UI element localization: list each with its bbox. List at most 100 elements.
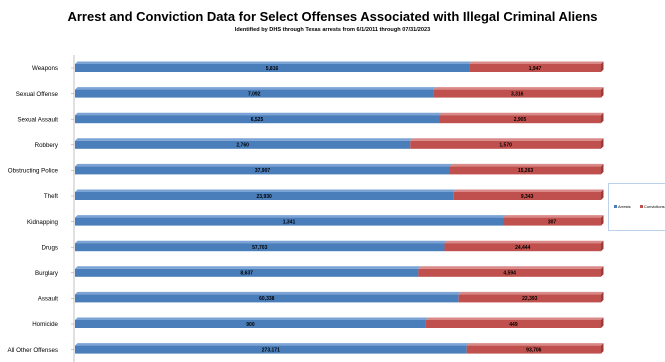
bar-convictions-top [503, 215, 604, 218]
bar-convictions [453, 192, 601, 200]
bar-convictions-side [601, 163, 604, 175]
data-label-convictions: 22,393 [522, 296, 538, 302]
bar-arrests-top [75, 291, 462, 295]
bar-arrests [75, 192, 454, 200]
category-label: Sexual Offense [16, 91, 59, 98]
bar-convictions [450, 166, 601, 175]
data-label-arrests: 2,760 [236, 143, 249, 149]
data-label-arrests: 5,816 [266, 66, 279, 72]
legend-swatch-convictions [640, 205, 643, 209]
bar-convictions-side [601, 291, 604, 303]
bar-convictions-top [425, 317, 604, 320]
bar-arrests-top [75, 189, 456, 192]
legend-item-convictions: Convictions [640, 204, 665, 209]
data-label-arrests: 7,092 [248, 91, 261, 97]
data-label-arrests: 60,338 [259, 296, 275, 302]
legend-item-arrests: Arrests [614, 204, 631, 209]
data-label-convictions: 24,444 [515, 245, 531, 251]
bar-arrests-top [75, 87, 436, 90]
bar-arrests [75, 166, 451, 175]
category-label: Theft [44, 193, 58, 200]
bar-convictions-top [438, 112, 604, 116]
bar-convictions-top [450, 163, 604, 167]
bar-convictions-side [601, 189, 604, 200]
bar-convictions [444, 243, 601, 252]
bar-arrests-top [75, 240, 447, 244]
bar-arrests-top [75, 266, 421, 269]
bar-convictions-side [601, 266, 604, 277]
category-label: All Other Offenses [8, 347, 58, 354]
bar-convictions [410, 140, 601, 149]
bar-convictions [425, 320, 601, 328]
data-label-arrests: 1,341 [283, 219, 296, 225]
data-label-arrests: 37,907 [255, 168, 271, 174]
bar-arrests [75, 243, 445, 252]
chart-subtitle: Identified by DHS through Texas arrests … [234, 27, 431, 33]
data-label-convictions: 4,594 [503, 271, 516, 277]
bar-convictions [433, 89, 601, 98]
data-label-convictions: 9,343 [521, 194, 534, 200]
category-label: Burglary [35, 270, 59, 277]
bar-convictions [418, 268, 601, 277]
data-label-arrests: 57,703 [252, 245, 268, 251]
legend-swatch-arrests [614, 205, 617, 209]
bar-arrests [75, 294, 459, 303]
bar-arrests-top [75, 317, 429, 320]
bar-arrests [75, 217, 504, 226]
bar-convictions-side [601, 215, 604, 226]
legend-label-arrests: Arrests [618, 204, 631, 209]
bar-arrests [75, 320, 426, 328]
data-label-convictions: 307 [548, 219, 557, 225]
bar-arrests-top [75, 138, 413, 141]
bar-convictions [469, 64, 601, 72]
bar-arrests [75, 268, 419, 277]
bar-arrests-top [75, 215, 506, 218]
bar-arrests-top [75, 61, 472, 64]
bar-arrests [75, 89, 434, 98]
bar-convictions-side [601, 138, 604, 149]
bar-convictions-side [601, 87, 604, 98]
bar-arrests [75, 140, 411, 149]
category-label: Obstructing Police [8, 168, 59, 175]
data-label-arrests: 6,525 [251, 117, 264, 123]
data-label-arrests: 900 [246, 322, 255, 328]
data-label-convictions: 1,570 [499, 143, 512, 149]
bar-arrests-top [75, 163, 453, 167]
category-label: Weapons [32, 65, 58, 72]
category-label: Drugs [41, 244, 58, 251]
bar-convictions-top [418, 266, 604, 269]
bar-arrests-top [75, 112, 442, 116]
data-label-convictions: 3,316 [511, 91, 524, 97]
category-label: Homicide [32, 321, 58, 328]
bar-convictions-top [469, 61, 604, 64]
bar-convictions-top [458, 291, 604, 295]
bar-convictions-side [601, 317, 604, 328]
bar-arrests-top [75, 343, 470, 346]
category-label: Robbery [35, 142, 59, 149]
bar-convictions-side [601, 112, 604, 124]
bar-convictions-top [444, 240, 604, 244]
data-label-convictions: 2,905 [514, 117, 527, 123]
data-label-convictions: 15,263 [518, 168, 534, 174]
legend: Arrests Convictions [608, 183, 665, 231]
category-label: Assault [38, 296, 59, 303]
bar-convictions-top [433, 87, 604, 90]
category-label: Sexual Assault [17, 116, 58, 123]
bar-convictions-top [466, 343, 604, 346]
bar-arrests [75, 64, 470, 72]
bar-convictions-top [410, 138, 604, 141]
bar-arrests [75, 345, 467, 354]
category-label: Kidnapping [27, 219, 59, 226]
data-label-arrests: 8,637 [240, 271, 253, 277]
data-label-arrests: 273,171 [262, 347, 280, 353]
bar-arrests [75, 115, 439, 124]
legend-label-convictions: Convictions [644, 204, 665, 209]
bar-convictions-side [601, 343, 604, 354]
bar-convictions-side [601, 240, 604, 252]
bar-convictions-side [601, 61, 604, 72]
data-label-convictions: 93,706 [526, 347, 542, 353]
bar-convictions [466, 345, 601, 354]
data-label-arrests: 23,930 [257, 194, 273, 200]
bar-convictions [458, 294, 601, 303]
